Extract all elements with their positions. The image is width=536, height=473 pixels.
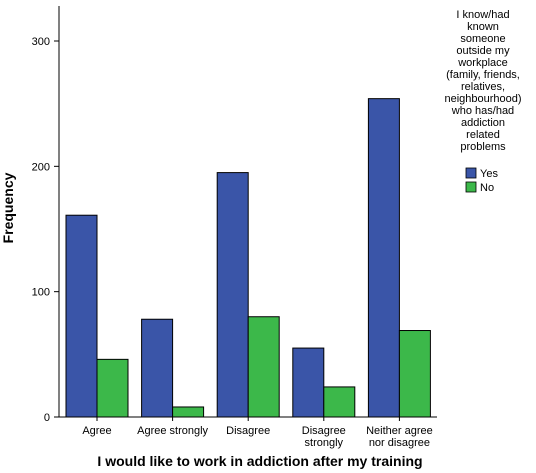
x-axis-title: I would like to work in addiction after … bbox=[97, 453, 422, 469]
x-tick-label: Agree strongly bbox=[137, 425, 208, 437]
legend-title-line: someone bbox=[460, 33, 505, 45]
legend-title-line: outside my bbox=[456, 45, 510, 57]
legend-title-line: known bbox=[467, 21, 499, 33]
y-tick-label: 300 bbox=[32, 36, 50, 48]
legend-title-line: (family, friends, bbox=[446, 69, 520, 81]
y-tick-label: 100 bbox=[32, 287, 50, 299]
bar-yes bbox=[65, 214, 98, 418]
legend-swatch-yes bbox=[465, 167, 477, 179]
legend-label-yes: Yes bbox=[480, 168, 498, 180]
legend-title-line: related bbox=[466, 129, 500, 141]
bar-no bbox=[398, 330, 431, 418]
x-tick-label: Disagree bbox=[226, 425, 270, 437]
y-tick-label: 200 bbox=[32, 161, 50, 173]
x-tick-label: Disagree bbox=[302, 425, 346, 437]
x-tick-label: nor disagree bbox=[369, 437, 430, 449]
legend-label-no: No bbox=[480, 182, 494, 194]
y-tick-label: 0 bbox=[44, 412, 50, 424]
bar-no bbox=[323, 386, 356, 418]
bars bbox=[65, 98, 431, 418]
x-tick-label: Neither agree bbox=[366, 425, 433, 437]
bar-yes bbox=[367, 98, 400, 418]
bar-yes bbox=[141, 318, 174, 418]
legend-title-line: I know/had bbox=[456, 9, 509, 21]
bar-no bbox=[247, 316, 280, 418]
bar-yes bbox=[216, 172, 249, 418]
legend-title-line: relatives, bbox=[461, 81, 505, 93]
bar-yes bbox=[292, 347, 325, 418]
legend-title-line: neighbourhood) bbox=[444, 93, 521, 105]
bar-no bbox=[96, 358, 129, 418]
legend-swatch-no bbox=[465, 181, 477, 193]
legend-title-line: workplace bbox=[457, 57, 508, 69]
legend-title-line: problems bbox=[460, 141, 506, 153]
x-tick-label: strongly bbox=[305, 437, 344, 449]
legend-title-line: who has/had bbox=[451, 105, 514, 117]
y-ticks: 0 100 200 300 bbox=[32, 36, 59, 424]
x-tick-labels: Agree Agree strongly Disagree Disagreestron… bbox=[82, 417, 433, 449]
legend-title-line: addiction bbox=[461, 117, 505, 129]
y-axis-title: Frequency bbox=[0, 172, 16, 243]
bar-no bbox=[172, 406, 205, 418]
x-tick-label: Agree bbox=[82, 425, 111, 437]
